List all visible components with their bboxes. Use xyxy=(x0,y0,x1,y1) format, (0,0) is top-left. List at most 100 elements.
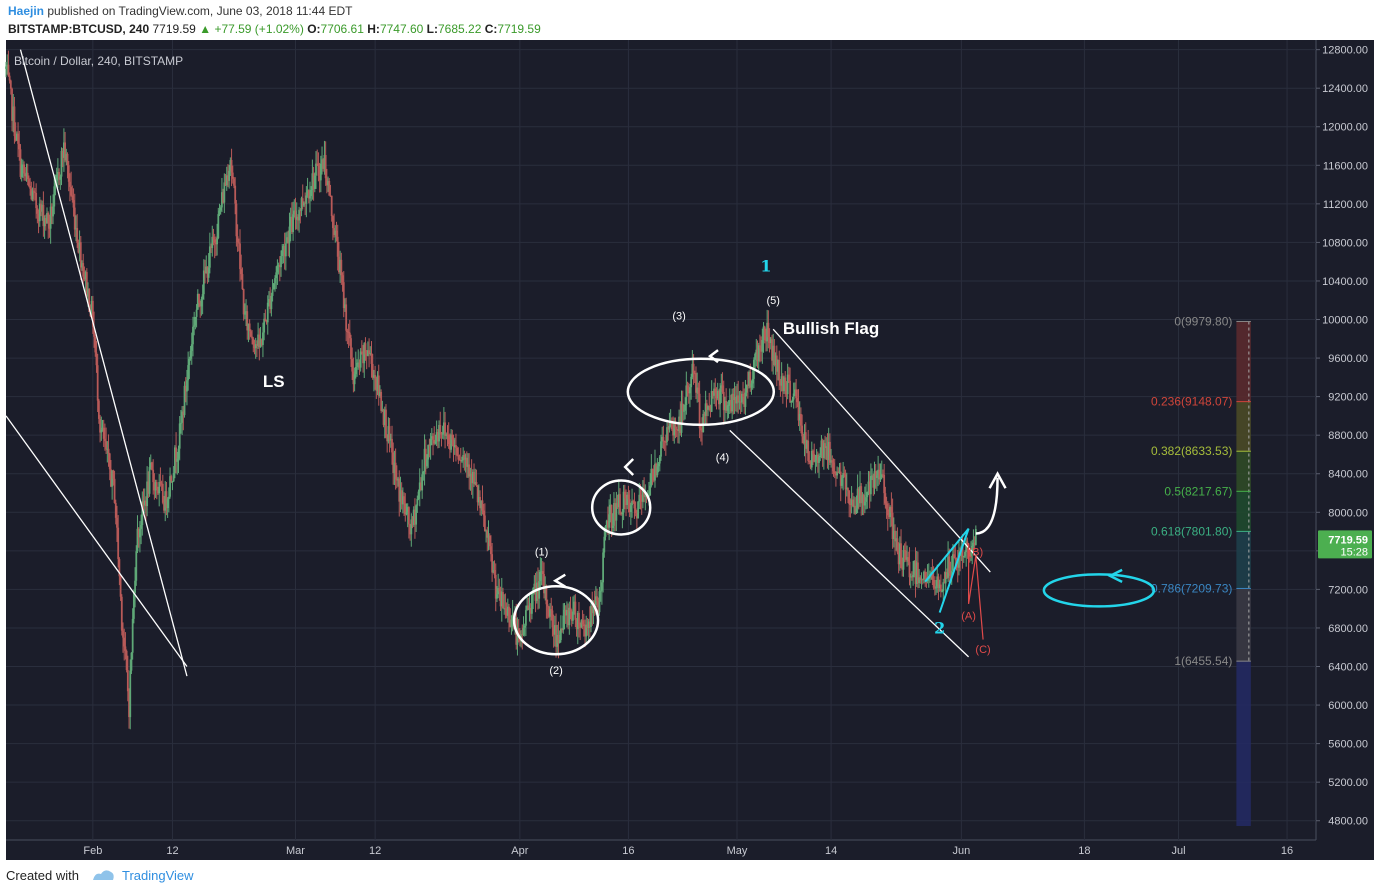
candle-body xyxy=(282,246,285,251)
ohlc-line: BITSTAMP:BTCUSD, 240 7719.59 ▲ +77.59 (+… xyxy=(8,22,541,36)
candle-body xyxy=(236,236,239,243)
candle-body xyxy=(474,481,477,484)
candle-body xyxy=(379,391,381,396)
candle-body xyxy=(199,302,202,307)
candle-body xyxy=(140,525,143,529)
candle-body xyxy=(457,455,460,460)
candle-body xyxy=(284,243,287,257)
candle-body xyxy=(844,474,847,490)
candle-body xyxy=(737,395,740,402)
candle-body xyxy=(853,505,855,507)
candle-body xyxy=(188,358,191,366)
candle-body xyxy=(401,496,404,505)
candle-body xyxy=(485,530,487,532)
candle-body xyxy=(447,434,450,445)
candle-body xyxy=(97,400,100,419)
candle-body xyxy=(845,488,848,490)
candle-body xyxy=(756,349,759,362)
author-link[interactable]: Haejin xyxy=(8,4,45,18)
candle-body xyxy=(890,507,893,513)
candle-body xyxy=(329,195,332,197)
candle-body xyxy=(388,426,391,441)
candle-body xyxy=(70,186,73,196)
candle-body xyxy=(118,559,121,577)
candle-body xyxy=(61,150,64,158)
candle-body xyxy=(918,577,921,584)
candle-body xyxy=(715,392,718,399)
candle-body xyxy=(681,403,684,412)
candle-body xyxy=(206,266,209,278)
candle-body xyxy=(360,351,363,353)
candle-body xyxy=(351,359,354,372)
candle-body xyxy=(175,447,177,462)
candle-body xyxy=(400,490,403,505)
candle-body xyxy=(49,206,52,229)
candle-body xyxy=(529,608,532,614)
candle-body xyxy=(716,390,719,399)
candle-body xyxy=(449,444,451,450)
candle-body xyxy=(931,572,934,581)
candle-body xyxy=(116,517,118,528)
candle-body xyxy=(806,440,808,449)
candle-body xyxy=(262,332,264,345)
candle-body xyxy=(708,405,711,407)
candle-body xyxy=(414,509,416,525)
candle-body xyxy=(797,402,800,421)
candle-body xyxy=(342,282,345,309)
candle-body xyxy=(830,460,832,463)
candle-body xyxy=(781,376,784,392)
candle-body xyxy=(807,440,810,461)
candle-body xyxy=(434,441,437,444)
candle-body xyxy=(814,460,817,462)
candle-body xyxy=(831,460,834,463)
candle-body xyxy=(8,75,11,81)
candle-body xyxy=(159,481,162,484)
candle-body xyxy=(362,351,364,364)
candle-body xyxy=(802,436,805,444)
candle-body xyxy=(56,172,59,175)
candle-body xyxy=(851,499,854,507)
candle-body xyxy=(649,485,652,496)
candle-body xyxy=(521,633,524,635)
candle-body xyxy=(205,266,208,274)
candle-body xyxy=(696,387,699,393)
x-tick-label: 14 xyxy=(825,845,837,857)
candle-body xyxy=(299,209,302,211)
candle-body xyxy=(545,585,548,605)
candle-body xyxy=(687,391,690,394)
candle-body xyxy=(136,528,139,552)
candle-body xyxy=(160,483,163,485)
candle-body xyxy=(970,553,972,557)
y-tick-label: 8800.00 xyxy=(1328,430,1368,442)
candle-body xyxy=(816,454,819,463)
candle-body xyxy=(869,476,872,495)
candle-body xyxy=(516,628,519,645)
candle-body xyxy=(298,209,301,221)
candle-body xyxy=(906,557,908,560)
candle-body xyxy=(497,588,500,595)
price-chart[interactable]: 4800.00 5200.00 5600.00 6000.00 6400.00 6800.… xyxy=(0,40,1380,860)
candle-body xyxy=(889,507,892,518)
candle-body xyxy=(442,422,445,434)
candle-body xyxy=(65,153,68,161)
candle-body xyxy=(564,609,567,616)
candle-body xyxy=(740,393,743,403)
candle-body xyxy=(500,592,503,607)
candle-body xyxy=(607,520,609,528)
candle-body xyxy=(383,409,386,425)
candle-body xyxy=(129,670,132,718)
candle-body xyxy=(822,443,825,459)
candle-body xyxy=(956,560,959,568)
candle-body xyxy=(644,494,647,498)
steep-trendline xyxy=(19,49,188,677)
candle-body xyxy=(523,625,526,628)
fib-band xyxy=(1236,451,1251,492)
candle-body xyxy=(578,612,580,627)
tradingview-link[interactable]: TradingView xyxy=(122,868,194,883)
candle-body xyxy=(192,326,194,345)
candle-body xyxy=(125,650,128,671)
candle-body xyxy=(345,304,348,331)
candle-body xyxy=(506,606,509,616)
candle-body xyxy=(743,396,746,407)
candle-body xyxy=(936,576,939,587)
